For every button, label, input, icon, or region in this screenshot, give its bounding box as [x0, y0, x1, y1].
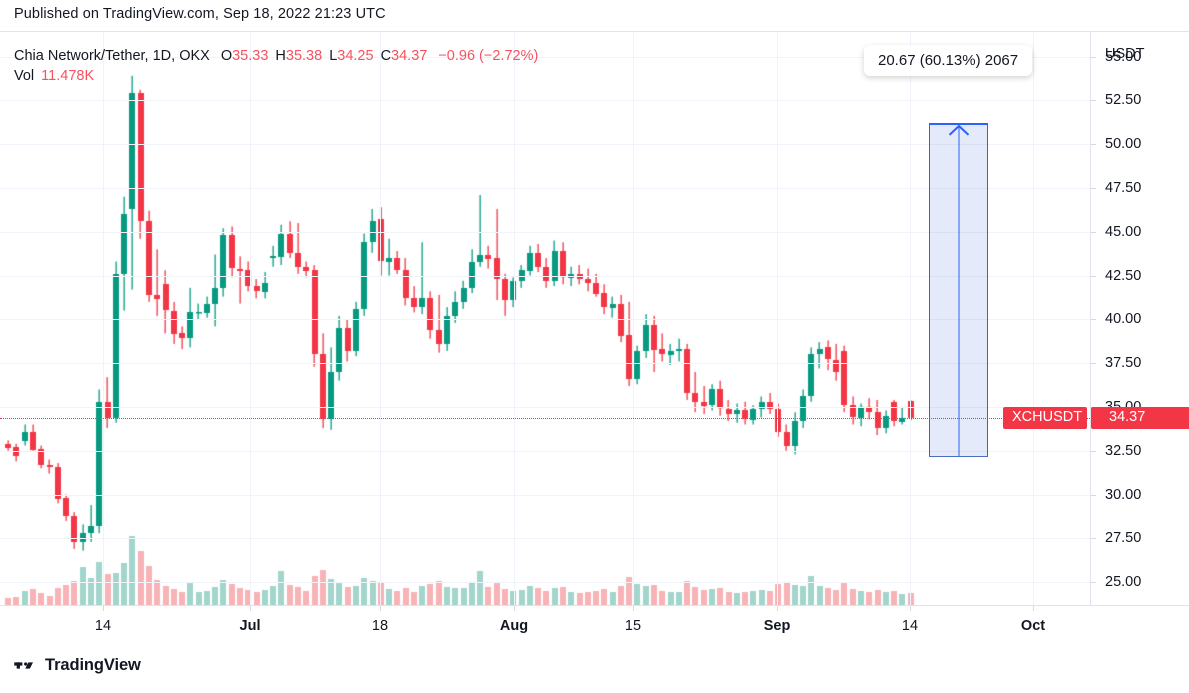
- grid-line-vertical: [514, 32, 515, 605]
- measure-arrow-stem: [958, 123, 959, 457]
- grid-line-horizontal: [0, 276, 1090, 277]
- grid-line-horizontal: [0, 100, 1090, 101]
- time-axis-tick: [380, 606, 381, 611]
- grid-line-vertical: [380, 32, 381, 605]
- price-axis-tick: [1091, 363, 1096, 364]
- grid-line-vertical: [777, 32, 778, 605]
- measure-tooltip: 20.67 (60.13%) 2067: [864, 45, 1033, 76]
- price-axis-label: 47.50: [1105, 179, 1142, 196]
- published-banner: Published on TradingView.com, Sep 18, 20…: [0, 0, 1189, 31]
- price-axis[interactable]: USDT 25.0027.5030.0032.5035.0037.5040.00…: [1090, 32, 1189, 605]
- price-axis-tick: [1091, 451, 1096, 452]
- price-axis-label: 27.50: [1105, 530, 1142, 547]
- price-axis-tick: [1091, 188, 1096, 189]
- time-axis-label: Sep: [763, 618, 791, 634]
- time-axis-tick: [910, 606, 911, 611]
- chart-frame: USDT 25.0027.5030.0032.5035.0037.5040.00…: [0, 31, 1189, 646]
- price-axis-label: 42.50: [1105, 267, 1142, 284]
- time-axis-tick: [1033, 606, 1034, 611]
- price-axis-label: 52.50: [1105, 92, 1142, 109]
- price-axis-label: 25.00: [1105, 574, 1142, 591]
- symbol-price-badge: XCHUSDT: [1003, 407, 1087, 429]
- tradingview-logo-icon: [14, 658, 37, 673]
- grid-line-vertical: [103, 32, 104, 605]
- current-price-value: 34.37: [1109, 409, 1146, 425]
- price-axis-label: 50.00: [1105, 136, 1142, 153]
- price-axis-label: 55.00: [1105, 48, 1142, 65]
- measure-arrow-head-right: [957, 125, 969, 136]
- chart-plot-area[interactable]: [0, 32, 1090, 605]
- price-axis-tick: [1091, 582, 1096, 583]
- grid-line-horizontal: [0, 582, 1090, 583]
- time-axis-tick: [777, 606, 778, 611]
- grid-line-horizontal: [0, 57, 1090, 58]
- time-axis-tick: [514, 606, 515, 611]
- price-axis-label: 30.00: [1105, 486, 1142, 503]
- price-axis-label: 32.50: [1105, 442, 1142, 459]
- grid-line-horizontal: [0, 188, 1090, 189]
- grid-line-horizontal: [0, 232, 1090, 233]
- grid-line-horizontal: [0, 451, 1090, 452]
- grid-line-horizontal: [0, 407, 1090, 408]
- time-axis-label: 14: [94, 618, 112, 634]
- price-axis-tick: [1091, 276, 1096, 277]
- price-axis-label: 37.50: [1105, 355, 1142, 372]
- published-text: Published on TradingView.com, Sep 18, 20…: [14, 6, 386, 22]
- time-axis-label: Aug: [499, 618, 529, 634]
- time-axis[interactable]: 14 Jul 18 Aug 15 Sep 14 Oct: [0, 605, 1189, 645]
- candlestick-canvas: [0, 32, 1090, 605]
- current-price-label: 34.37: [1091, 407, 1189, 429]
- tradingview-logo[interactable]: TradingView: [14, 656, 141, 675]
- price-axis-tick: [1091, 144, 1096, 145]
- grid-line-horizontal: [0, 144, 1090, 145]
- grid-line-vertical: [250, 32, 251, 605]
- price-axis-tick: [1091, 319, 1096, 320]
- tradingview-wordmark: TradingView: [45, 656, 141, 674]
- grid-line-horizontal: [0, 538, 1090, 539]
- time-axis-tick: [633, 606, 634, 611]
- price-axis-tick: [1091, 495, 1096, 496]
- time-axis-label: Jul: [239, 618, 261, 634]
- price-axis-label: 40.00: [1105, 311, 1142, 328]
- price-axis-tick: [1091, 100, 1096, 101]
- chart-footer: TradingView: [0, 644, 1189, 693]
- time-axis-tick: [250, 606, 251, 611]
- grid-line-vertical: [910, 32, 911, 605]
- price-axis-unit: USDT: [1105, 46, 1145, 62]
- price-axis-tick: [1091, 232, 1096, 233]
- price-axis-tick: [1091, 57, 1096, 58]
- grid-line-horizontal: [0, 495, 1090, 496]
- price-axis-tick: [1091, 538, 1096, 539]
- symbol-badge-label: XCHUSDT: [1012, 409, 1083, 425]
- grid-line-vertical: [1033, 32, 1034, 605]
- time-axis-tick: [103, 606, 104, 611]
- time-axis-label: 15: [624, 618, 642, 634]
- time-axis-label: 14: [901, 618, 919, 634]
- price-axis-label: 45.00: [1105, 223, 1142, 240]
- time-axis-label: Oct: [1020, 618, 1046, 634]
- time-axis-label: 18: [371, 618, 389, 634]
- grid-line-horizontal: [0, 363, 1090, 364]
- grid-line-horizontal: [0, 319, 1090, 320]
- measure-range-tool[interactable]: [929, 123, 988, 457]
- current-price-line: [0, 418, 1090, 419]
- grid-line-vertical: [633, 32, 634, 605]
